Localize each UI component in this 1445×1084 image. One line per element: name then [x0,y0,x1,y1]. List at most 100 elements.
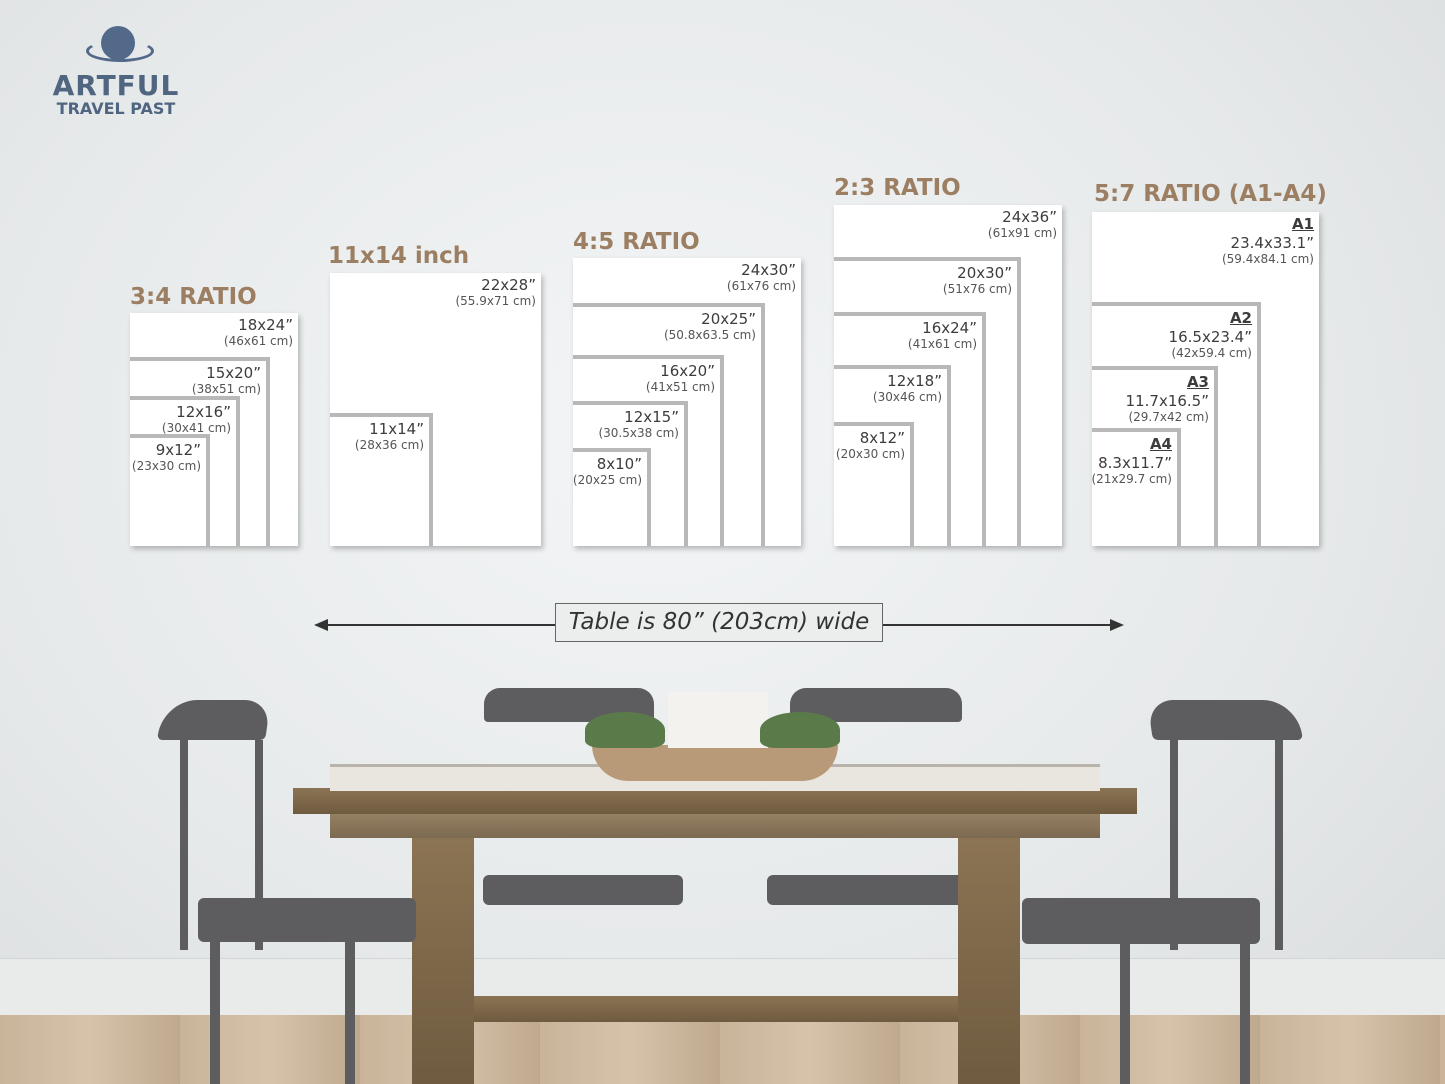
chair-post [1275,740,1283,950]
size-inches: 22x28” [481,276,536,294]
frame-outline: 12x18” (30x46 cm) [834,365,951,546]
frame-outline: 20x30” (51x76 cm) [834,257,1021,546]
size-cm: (61x76 cm) [726,279,796,293]
chair-leg [1120,944,1130,1084]
frame-label: 20x25” (50.8x63.5 cm) [664,310,756,343]
size-cm: (30x41 cm) [161,421,231,435]
frame-label: 18x24” (46x61 cm) [224,316,293,349]
frame-outline: 16x20” (41x51 cm) [573,355,724,546]
size-inches: 8.3x11.7” [1098,454,1172,472]
size-inches: 9x12” [155,441,201,459]
size-inches: 16.5x23.4” [1168,328,1252,346]
size-cm: (55.9x71 cm) [455,294,536,308]
size-panel: 24x36” (61x91 cm) 20x30” (51x76 cm) 16x24” (4… [834,205,1062,546]
paper-size-name: A4 [1149,435,1172,453]
candles [668,692,768,748]
size-panel: 24x30” (61x76 cm) 20x25” (50.8x63.5 cm) 16x2… [573,258,801,546]
size-inches: 12x16” [176,403,231,421]
frame-label: 16x20” (41x51 cm) [646,362,715,395]
paper-size-name: A3 [1186,373,1209,391]
size-inches: 24x36” [1002,208,1057,226]
frame-label: 8x12” (20x30 cm) [836,429,905,462]
group-title: 11x14 inch [328,243,470,269]
frame-label: 15x20” (38x51 cm) [192,364,261,397]
frame-label: A3 11.7x16.5” (29.7x42 cm) [1126,373,1209,425]
size-cm: (29.7x42 cm) [1128,410,1209,424]
table-leg [958,838,1020,1084]
size-inches: 8x12” [859,429,905,447]
frame-outline: A4 8.3x11.7” (21x29.7 cm) [1091,428,1181,546]
size-cm: (30x46 cm) [872,390,942,404]
frame-label: 20x30” (51x76 cm) [943,264,1012,297]
chair-post [180,740,188,950]
arrow-right-icon [1110,619,1124,631]
chair-seat [1022,898,1260,944]
size-inches: 12x18” [887,372,942,390]
size-inches: 8x10” [596,455,642,473]
group-title: 3:4 RATIO [130,284,257,310]
size-cm: (50.8x63.5 cm) [663,328,756,342]
wooden-bowl [592,745,838,781]
table-width-label: Table is 80” (203cm) wide [555,603,883,642]
chair-leg [345,940,355,1084]
chair-back [1147,700,1303,740]
arrow-left-icon [314,619,328,631]
size-inches: 24x30” [741,261,796,279]
chair-post [1170,740,1178,950]
size-inches: 18x24” [238,316,293,334]
size-cm: (20x25 cm) [572,473,642,487]
size-panel: 18x24” (46x61 cm) 15x20” (38x51 cm) 12x16” (3… [130,313,298,546]
frame-outline: A3 11.7x16.5” (29.7x42 cm) [1092,366,1218,546]
size-inches: 20x30” [957,264,1012,282]
succulent [760,712,840,748]
frame-label: 24x36” (61x91 cm) [988,208,1057,241]
table-leg [412,838,474,1084]
size-cm: (21x29.7 cm) [1091,472,1172,486]
group-title: 5:7 RATIO (A1-A4) [1094,181,1327,207]
size-cm: (20x30 cm) [835,447,905,461]
size-inches: 11x14” [369,420,424,438]
frame-label: 12x18” (30x46 cm) [873,372,942,405]
size-cm: (41x51 cm) [645,380,715,394]
logo-line-1: ARTFUL [52,69,180,102]
frame-label: A4 8.3x11.7” (21x29.7 cm) [1091,435,1172,487]
chair-post [255,740,263,950]
size-cm: (46x61 cm) [223,334,293,348]
chair-leg [1240,944,1250,1084]
frame-outline: 16x24” (41x61 cm) [834,312,986,546]
chair-leg [210,940,220,1084]
paper-size-name: A2 [1229,309,1252,327]
size-inches: 20x25” [701,310,756,328]
table-apron [330,814,1100,838]
frame-outline: 11x14” (28x36 cm) [330,413,433,546]
table-stretcher [474,996,958,1022]
frame-label: 9x12” (23x30 cm) [132,441,201,474]
succulent [585,712,665,748]
size-cm: (38x51 cm) [191,382,261,396]
group-title: 2:3 RATIO [834,175,961,201]
size-cm: (61x91 cm) [987,226,1057,240]
wood-floor [0,1015,1445,1084]
logo-line-2: TRAVEL PAST [56,99,176,118]
frame-outline: A2 16.5x23.4” (42x59.4 cm) [1092,302,1261,546]
size-inches: 15x20” [206,364,261,382]
size-cm: (59.4x84.1 cm) [1221,252,1314,266]
group-title: 4:5 RATIO [573,229,700,255]
frame-outline: 9x12” (23x30 cm) [130,434,210,546]
chair-seat [198,898,416,942]
size-cm: (23x30 cm) [131,459,201,473]
frame-label: A2 16.5x23.4” (42x59.4 cm) [1169,309,1252,361]
size-panel: A1 23.4x33.1” (59.4x84.1 cm) A2 16.5x23.4” (4… [1091,212,1319,546]
size-panel: 22x28” (55.9x71 cm) 11x14” (28x36 cm) [330,273,541,546]
chair-seat [483,875,683,905]
frame-label: 12x15” (30.5x38 cm) [598,408,679,441]
size-cm: (30.5x38 cm) [598,426,679,440]
brand-logo: ARTFUL TRAVEL PAST [36,26,196,118]
frame-label: A1 23.4x33.1” (59.4x84.1 cm) [1222,215,1314,267]
size-inches: 16x24” [922,319,977,337]
frame-outline: 8x10” (20x25 cm) [573,448,651,546]
size-inches: 11.7x16.5” [1125,392,1209,410]
frame-label: 16x24” (41x61 cm) [908,319,977,352]
frame-label: 22x28” (55.9x71 cm) [455,276,536,309]
frame-label: 11x14” (28x36 cm) [355,420,424,453]
